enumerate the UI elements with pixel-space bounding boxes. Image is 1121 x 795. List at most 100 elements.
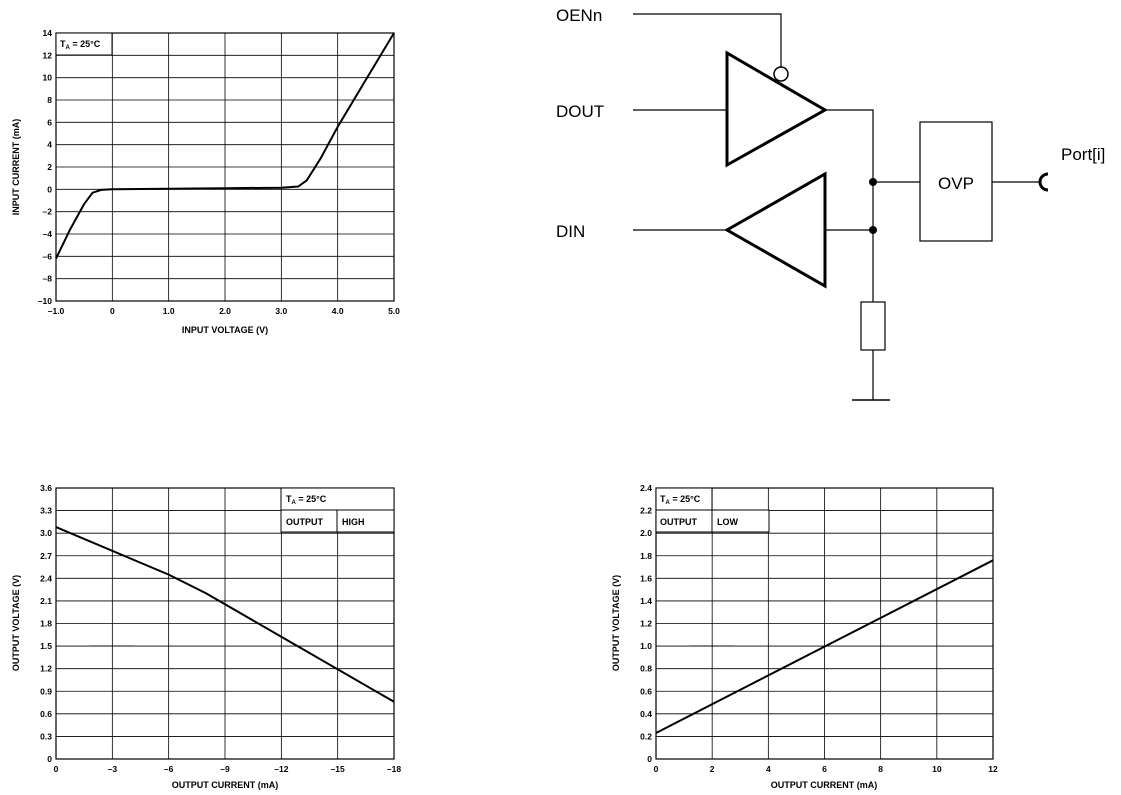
condition-box: TA = 25°C OUTPUT HIGH bbox=[280, 487, 395, 533]
level-label: HIGH bbox=[342, 517, 365, 527]
dout-signal-label: DOUT bbox=[556, 102, 604, 121]
y-tick-label: 1.0 bbox=[640, 641, 652, 651]
enable-bubble bbox=[773, 66, 789, 82]
y-tick-label: 0 bbox=[47, 754, 52, 764]
x-tick-label: –18 bbox=[387, 764, 401, 774]
y-tick-label: 8 bbox=[47, 95, 52, 105]
port-connector-icon bbox=[1038, 172, 1049, 192]
x-tick-label: 10 bbox=[932, 764, 942, 774]
input-receiver-triangle bbox=[723, 171, 827, 289]
port-signal-label: Port[i] bbox=[1061, 145, 1105, 164]
x-tick-label: –12 bbox=[274, 764, 288, 774]
y-tick-label: 3.6 bbox=[40, 483, 52, 493]
oen-signal-label: OENn bbox=[556, 6, 602, 25]
y-tick-labels: 3.6 3.3 3.0 2.7 2.4 2.1 1.8 1.5 1.2 0.9 0.6 0.3 0 bbox=[40, 483, 52, 764]
x-tick-label: 4 bbox=[766, 764, 771, 774]
x-tick-label: –1.0 bbox=[48, 306, 65, 316]
x-tick-label: 1.0 bbox=[163, 306, 175, 316]
y-tick-label: 1.4 bbox=[640, 596, 652, 606]
io-buffer-diagram: OENn DOUT DIN Port[i] OVP bbox=[556, 6, 1105, 401]
level-label: LOW bbox=[717, 517, 738, 527]
y-tick-label: 0.4 bbox=[640, 709, 652, 719]
x-tick-label: 0 bbox=[110, 306, 115, 316]
y-tick-label: 0.3 bbox=[40, 731, 52, 741]
condition-label: TA = 25°C bbox=[286, 494, 327, 506]
y-tick-label: –6 bbox=[43, 251, 53, 261]
y-tick-label: –2 bbox=[43, 207, 53, 217]
x-tick-labels: –1.0 0 1.0 2.0 3.0 4.0 5.0 bbox=[48, 306, 400, 316]
x-tick-label: 3.0 bbox=[275, 306, 287, 316]
condition-label: TA = 25°C bbox=[660, 494, 701, 506]
junction-dot bbox=[869, 226, 877, 234]
output-label: OUTPUT bbox=[660, 517, 698, 527]
series-line bbox=[55, 526, 395, 703]
x-tick-label: 2 bbox=[710, 764, 715, 774]
y-tick-label: 0.2 bbox=[640, 731, 652, 741]
y-tick-label: 0.6 bbox=[640, 686, 652, 696]
x-axis-label: OUTPUT CURRENT (mA) bbox=[771, 780, 878, 790]
x-tick-labels: 0 2 4 6 8 10 12 bbox=[654, 764, 998, 774]
y-tick-label: 1.8 bbox=[640, 551, 652, 561]
x-tick-label: 5.0 bbox=[388, 306, 400, 316]
series-line bbox=[655, 559, 994, 734]
y-tick-label: 2.4 bbox=[40, 573, 52, 583]
y-tick-label: 2 bbox=[47, 162, 52, 172]
x-tick-label: 4.0 bbox=[332, 306, 344, 316]
y-axis-label: INPUT CURRENT (mA) bbox=[11, 119, 21, 216]
y-tick-label: 1.2 bbox=[40, 664, 52, 674]
y-tick-label: 2.0 bbox=[640, 528, 652, 538]
y-tick-label: 1.8 bbox=[40, 619, 52, 629]
output-node-wire bbox=[825, 109, 874, 400]
plot-frame bbox=[55, 32, 395, 302]
y-tick-label: 3.0 bbox=[40, 528, 52, 538]
y-tick-labels: 14 12 10 8 6 4 2 0 –2 –4 –6 –8 –10 bbox=[38, 28, 52, 306]
y-tick-label: 0 bbox=[647, 754, 652, 764]
y-tick-labels: 2.4 2.2 2.0 1.8 1.6 1.4 1.2 1.0 0.8 0.6 0.4 0.2 0 bbox=[640, 483, 652, 764]
x-axis-label: INPUT VOLTAGE (V) bbox=[182, 325, 268, 335]
x-tick-label: 2.0 bbox=[219, 306, 231, 316]
y-tick-label: 10 bbox=[43, 73, 53, 83]
output-driver-triangle bbox=[725, 50, 829, 168]
y-tick-label: 2.7 bbox=[40, 551, 52, 561]
output-low-chart: TA = 25°C OUTPUT LOW 2.4 2.2 2.0 1.8 1.6 1.4 1… bbox=[611, 483, 998, 790]
y-tick-label: 12 bbox=[43, 50, 53, 60]
x-tick-labels: 0 –3 –6 –9 –12 –15 –18 bbox=[54, 764, 402, 774]
plot-frame bbox=[655, 487, 994, 760]
y-tick-label: 3.3 bbox=[40, 506, 52, 516]
y-tick-label: 0.6 bbox=[40, 709, 52, 719]
x-tick-label: 0 bbox=[54, 764, 59, 774]
condition-label: TA = 25°C bbox=[60, 39, 101, 51]
y-tick-label: 0.9 bbox=[40, 686, 52, 696]
y-tick-label: –4 bbox=[43, 229, 53, 239]
chart-grid bbox=[55, 32, 395, 302]
y-tick-label: –10 bbox=[38, 296, 52, 306]
oen-wire bbox=[633, 13, 782, 67]
y-tick-label: 1.2 bbox=[640, 619, 652, 629]
y-tick-label: –8 bbox=[43, 274, 53, 284]
plot-frame bbox=[55, 487, 395, 760]
y-tick-label: 0 bbox=[47, 184, 52, 194]
x-tick-label: 6 bbox=[822, 764, 827, 774]
y-tick-label: 4 bbox=[47, 140, 52, 150]
condition-box: TA = 25°C OUTPUT LOW bbox=[655, 487, 770, 533]
x-tick-label: 0 bbox=[654, 764, 659, 774]
cursor-marker bbox=[90, 645, 134, 647]
series-line bbox=[55, 32, 395, 260]
x-axis-label: OUTPUT CURRENT (mA) bbox=[172, 780, 279, 790]
output-label: OUTPUT bbox=[286, 517, 324, 527]
y-tick-label: 14 bbox=[43, 28, 53, 38]
y-tick-label: 1.5 bbox=[40, 641, 52, 651]
output-high-chart: TA = 25°C OUTPUT HIGH 3.6 3.3 3.0 2.7 2.4 2.1… bbox=[11, 483, 401, 790]
y-tick-label: 2.1 bbox=[40, 596, 52, 606]
pulldown-resistor bbox=[860, 301, 886, 351]
y-axis-label: OUTPUT VOLTAGE (V) bbox=[611, 575, 621, 671]
ovp-label: OVP bbox=[938, 174, 974, 193]
x-tick-label: 12 bbox=[988, 764, 998, 774]
input-characteristics-chart: TA = 25°C 14 12 10 8 6 4 2 0 –2 –4 –6 –8 –10 –1.0 0 1.… bbox=[11, 28, 400, 335]
x-tick-label: –3 bbox=[108, 764, 118, 774]
y-tick-label: 1.6 bbox=[640, 573, 652, 583]
y-tick-label: 2.2 bbox=[640, 506, 652, 516]
y-tick-label: 0.8 bbox=[640, 664, 652, 674]
y-tick-label: 6 bbox=[47, 117, 52, 127]
